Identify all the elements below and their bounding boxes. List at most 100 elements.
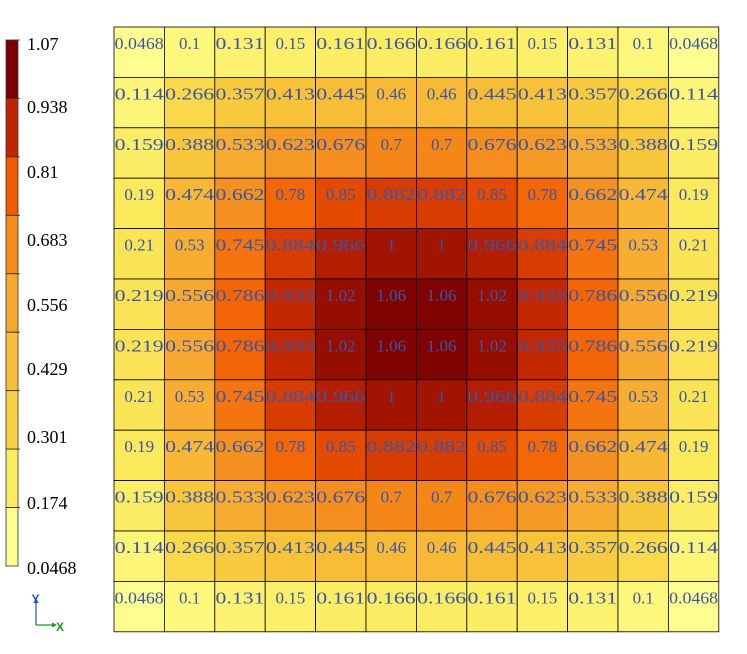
heatmap-cell-label: 0.676 bbox=[316, 488, 365, 507]
heatmap-cell-label: 0.882 bbox=[367, 437, 416, 456]
heatmap-cell bbox=[466, 278, 518, 330]
heatmap-cell bbox=[668, 228, 720, 280]
heatmap-cell-label: 0.85 bbox=[477, 185, 507, 204]
heatmap-cell bbox=[113, 328, 165, 381]
heatmap-cell-label: 0.15 bbox=[528, 34, 558, 53]
heatmap-cell bbox=[315, 429, 367, 482]
heatmap-cell-label: 0.966 bbox=[316, 387, 365, 406]
heatmap-cell bbox=[163, 379, 216, 431]
heatmap-cell-label: 0.388 bbox=[165, 488, 214, 507]
axis-triad-icon: Y X bbox=[32, 592, 65, 634]
heatmap-cell-label: 0.966 bbox=[316, 236, 365, 255]
heatmap-cell-label: 0.623 bbox=[266, 488, 315, 507]
heatmap-cell-label: 0.533 bbox=[216, 488, 265, 507]
heatmap-cell bbox=[163, 228, 216, 280]
heatmap-cell bbox=[516, 228, 569, 280]
colorbar-tick-label: 0.683 bbox=[27, 230, 68, 250]
heatmap-cell bbox=[567, 530, 619, 582]
heatmap-cell-label: 0.882 bbox=[367, 185, 416, 204]
heatmap-cell bbox=[214, 379, 266, 431]
heatmap-cell bbox=[365, 328, 417, 381]
heatmap-cell-label: 0.159 bbox=[669, 135, 718, 154]
heatmap-cell bbox=[567, 328, 619, 381]
heatmap-cell bbox=[466, 228, 518, 280]
heatmap-cell-label: 1.06 bbox=[376, 336, 406, 355]
heatmap-cell bbox=[668, 328, 720, 381]
heatmap-cell bbox=[214, 581, 266, 633]
heatmap-cell-label: 0.0468 bbox=[115, 588, 164, 607]
heatmap-cell-label: 0.19 bbox=[679, 185, 709, 204]
heatmap-cell-label: 0.114 bbox=[115, 84, 165, 103]
heatmap-cell-label: 0.166 bbox=[417, 34, 466, 53]
heatmap-cell bbox=[516, 127, 569, 179]
heatmap-cell bbox=[617, 26, 669, 78]
heatmap-cell-label: 0.19 bbox=[124, 437, 154, 456]
heatmap-cell-label: 0.85 bbox=[477, 437, 507, 456]
heatmap-cell-label: 0.474 bbox=[165, 185, 215, 204]
heatmap-cell bbox=[567, 228, 619, 280]
colorbar-tick-label: 0.81 bbox=[27, 162, 59, 182]
heatmap-cell-label: 0.131 bbox=[216, 34, 265, 53]
heatmap-cell-label: 0.413 bbox=[518, 84, 567, 103]
heatmap-cell-label: 0.266 bbox=[165, 84, 214, 103]
heatmap-cell-label: 0.21 bbox=[124, 236, 154, 255]
heatmap-cell-label: 0.556 bbox=[619, 336, 668, 355]
colorbar-band bbox=[5, 507, 19, 567]
heatmap-cell bbox=[415, 127, 468, 179]
heatmap-cell-label: 0.0468 bbox=[669, 588, 718, 607]
heatmap-cell-label: 0.46 bbox=[427, 538, 457, 557]
heatmap-cell-label: 0.445 bbox=[468, 538, 517, 557]
heatmap-cell bbox=[365, 379, 417, 431]
heatmap-cell bbox=[617, 581, 669, 633]
heatmap-cell-label: 0.745 bbox=[568, 387, 617, 406]
heatmap-cell-label: 0.556 bbox=[619, 286, 668, 305]
heatmap-cell-label: 0.474 bbox=[619, 437, 669, 456]
heatmap-cell-label: 0.131 bbox=[568, 588, 617, 607]
heatmap-cell-label: 0.935 bbox=[518, 286, 567, 305]
heatmap-cell-label: 0.7 bbox=[431, 488, 453, 507]
heatmap-cell bbox=[365, 77, 417, 129]
heatmap-cell-label: 0.474 bbox=[165, 437, 215, 456]
heatmap-cell bbox=[668, 480, 720, 532]
heatmap-cell-label: 0.21 bbox=[679, 387, 709, 406]
heatmap-cell bbox=[516, 581, 569, 633]
heatmap-cell-label: 1 bbox=[387, 387, 396, 406]
heatmap-cell-label: 0.114 bbox=[669, 538, 719, 557]
heatmap-cell-label: 0.786 bbox=[568, 336, 617, 355]
heatmap-cell-label: 0.21 bbox=[124, 387, 154, 406]
heatmap-cell-label: 0.357 bbox=[568, 538, 618, 557]
heatmap-cell-label: 0.786 bbox=[568, 286, 617, 305]
heatmap-cell bbox=[415, 177, 468, 229]
heatmap-cell-label: 0.7 bbox=[431, 135, 453, 154]
heatmap-cell bbox=[466, 379, 518, 431]
heatmap-cell-label: 0.388 bbox=[619, 135, 668, 154]
heatmap-cell-label: 0.676 bbox=[468, 135, 517, 154]
heatmap-cell bbox=[516, 530, 569, 582]
heatmap-cell-label: 0.445 bbox=[468, 84, 517, 103]
heatmap-cell-label: 0.161 bbox=[316, 588, 365, 607]
heatmap-cell-label: 0.745 bbox=[568, 236, 617, 255]
heatmap-cell bbox=[668, 77, 720, 129]
heatmap-cell-label: 0.266 bbox=[619, 538, 668, 557]
heatmap-cell-label: 1.06 bbox=[427, 336, 457, 355]
x-axis-label: X bbox=[56, 620, 64, 634]
heatmap-cell-label: 0.1 bbox=[633, 34, 654, 53]
heatmap-cell-label: 1 bbox=[437, 236, 446, 255]
heatmap-cell bbox=[415, 429, 468, 482]
heatmap-cell bbox=[113, 429, 165, 482]
heatmap-cell bbox=[113, 581, 165, 633]
heatmap-cell-label: 0.15 bbox=[528, 588, 558, 607]
heatmap-cell bbox=[315, 379, 367, 431]
heatmap-cell bbox=[466, 127, 518, 179]
heatmap-cell bbox=[466, 429, 518, 482]
heatmap-cell bbox=[466, 480, 518, 532]
heatmap-cell bbox=[264, 278, 317, 330]
heatmap-cell bbox=[163, 530, 216, 582]
heatmap-cell bbox=[365, 429, 417, 482]
heatmap-cell bbox=[264, 480, 317, 532]
heatmap-cell-label: 0.623 bbox=[518, 488, 567, 507]
heatmap-cell bbox=[113, 77, 165, 129]
heatmap-cell-label: 0.413 bbox=[266, 538, 315, 557]
heatmap-cell-label: 0.0468 bbox=[115, 34, 164, 53]
